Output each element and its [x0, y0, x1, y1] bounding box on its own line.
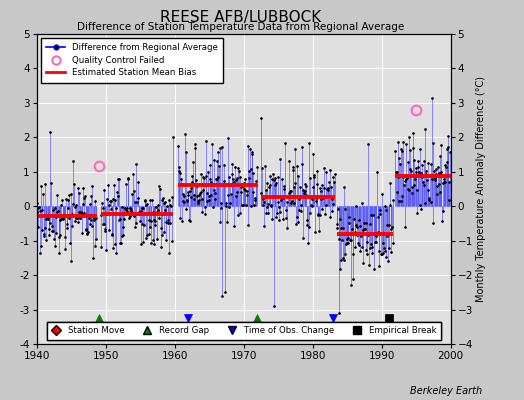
Text: REESE AFB/LUBBOCK: REESE AFB/LUBBOCK [160, 10, 322, 25]
Text: Berkeley Earth: Berkeley Earth [410, 386, 482, 396]
Legend: Station Move, Record Gap, Time of Obs. Change, Empirical Break: Station Move, Record Gap, Time of Obs. C… [47, 322, 441, 340]
Y-axis label: Monthly Temperature Anomaly Difference (°C): Monthly Temperature Anomaly Difference (… [476, 76, 486, 302]
Text: Difference of Station Temperature Data from Regional Average: Difference of Station Temperature Data f… [78, 22, 405, 32]
